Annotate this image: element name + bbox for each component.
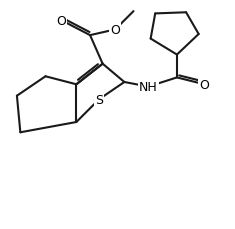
Text: NH: NH <box>139 81 158 94</box>
Text: O: O <box>57 15 67 28</box>
Text: S: S <box>95 93 103 106</box>
Text: O: O <box>200 79 209 91</box>
Text: O: O <box>110 24 120 37</box>
